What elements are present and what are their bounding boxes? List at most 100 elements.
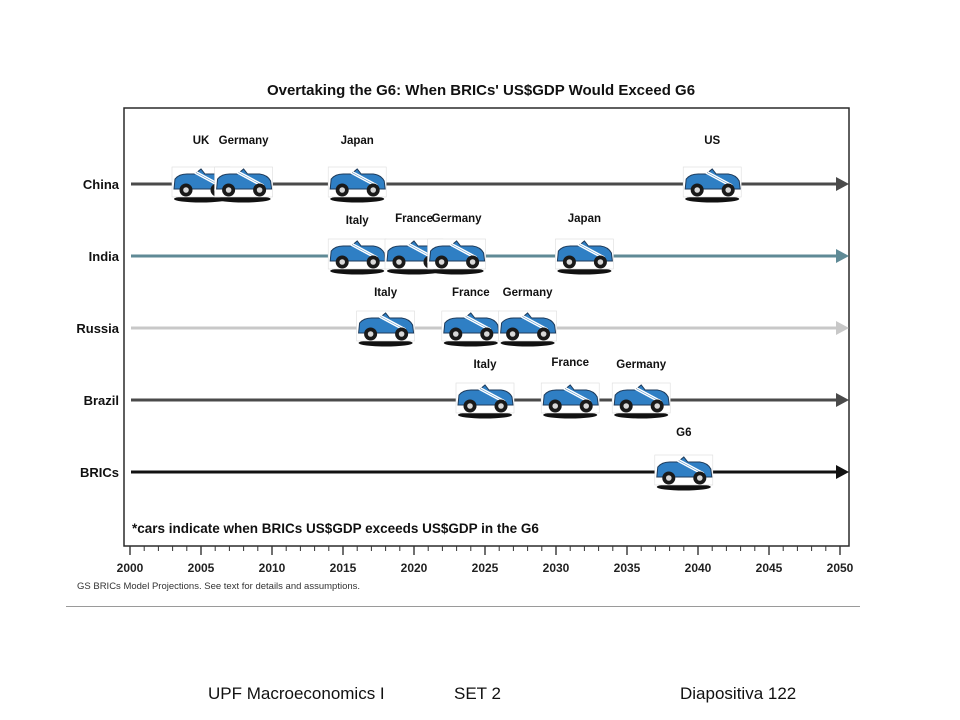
- footer-course: UPF Macroeconomics I: [208, 684, 385, 703]
- car-icon: [498, 310, 557, 347]
- car-stripe: [578, 242, 605, 258]
- x-tick-label: 2010: [259, 561, 286, 575]
- car-hub: [540, 331, 547, 337]
- series-label: China: [83, 177, 120, 192]
- car-hub: [597, 259, 604, 265]
- car-stripe: [677, 458, 705, 474]
- event-label: Germany: [219, 135, 269, 147]
- x-tick-label: 2025: [472, 561, 499, 575]
- event-label: Italy: [346, 215, 370, 227]
- car-stripe: [450, 242, 477, 258]
- car-stripe: [559, 386, 587, 402]
- car-icon: [611, 382, 671, 419]
- car-hub: [694, 187, 700, 193]
- series-label: Brazil: [84, 393, 119, 408]
- car-hub: [583, 403, 589, 409]
- car-hub: [453, 331, 459, 337]
- series-arrowhead: [836, 321, 849, 335]
- event-label: Germany: [616, 359, 666, 371]
- car-stripe: [521, 314, 548, 330]
- event-label: US: [704, 135, 720, 147]
- car-icon: [441, 310, 501, 347]
- series-label: India: [89, 249, 120, 264]
- car-hub: [438, 259, 445, 265]
- car-hub: [339, 259, 345, 265]
- event-label: Japan: [568, 213, 601, 225]
- event-label: France: [551, 357, 589, 369]
- car-hub: [469, 259, 476, 265]
- event-label: France: [452, 287, 490, 299]
- car-stripe: [574, 242, 601, 258]
- event-label: Germany: [503, 287, 553, 299]
- car-hub: [398, 331, 405, 337]
- car-hub: [183, 187, 189, 193]
- car-stripe: [350, 170, 378, 186]
- series-label: BRICs: [80, 465, 119, 480]
- event-label: France: [395, 213, 433, 225]
- series-arrowhead: [836, 393, 849, 407]
- car-stripe: [474, 386, 502, 402]
- car-hub: [484, 331, 490, 337]
- car-stripe: [446, 242, 473, 258]
- car-icon: [427, 238, 486, 275]
- car-hub: [367, 331, 374, 337]
- car-hub: [467, 403, 473, 409]
- series-arrowhead: [836, 177, 849, 191]
- x-tick-label: 2005: [188, 561, 215, 575]
- car-stripe: [346, 170, 374, 186]
- car-stripe: [563, 386, 591, 402]
- x-tick-label: 2045: [756, 561, 783, 575]
- car-icon: [555, 238, 614, 275]
- x-tick-label: 2030: [543, 561, 570, 575]
- chart-source: GS BRICs Model Projections. See text for…: [77, 581, 360, 592]
- car-hub: [654, 403, 660, 409]
- car-hub: [339, 187, 345, 193]
- x-tick-label: 2015: [330, 561, 357, 575]
- car-stripe: [379, 314, 406, 330]
- x-tick-label: 2035: [614, 561, 641, 575]
- car-stripe: [701, 170, 729, 186]
- car-hub: [498, 403, 504, 409]
- car-hub: [566, 259, 573, 265]
- car-stripe: [375, 314, 402, 330]
- series-arrowhead: [836, 465, 849, 479]
- x-tick-label: 2000: [117, 561, 144, 575]
- car-hub: [225, 187, 232, 193]
- car-stripe: [237, 170, 264, 186]
- car-hub: [623, 403, 629, 409]
- car-stripe: [460, 314, 488, 330]
- event-label: Germany: [432, 213, 482, 225]
- series-arrowhead: [836, 249, 849, 263]
- car-stripe: [705, 170, 733, 186]
- car-icon: [682, 166, 742, 203]
- footer-slide-number: Diapositiva 122: [680, 684, 797, 703]
- car-hub: [725, 187, 731, 193]
- car-hub: [370, 259, 376, 265]
- x-tick-label: 2020: [401, 561, 428, 575]
- car-icon: [214, 166, 273, 203]
- car-stripe: [464, 314, 492, 330]
- car-stripe: [233, 170, 260, 186]
- car-hub: [370, 187, 376, 193]
- chart-title: Overtaking the G6: When BRICs' US$GDP Wo…: [267, 82, 695, 99]
- event-label: Japan: [341, 135, 374, 147]
- car-hub: [666, 475, 672, 481]
- event-label: UK: [193, 135, 210, 147]
- car-stripe: [517, 314, 544, 330]
- car-hub: [509, 331, 516, 337]
- chart-note: *cars indicate when BRICs US$GDP exceeds…: [132, 521, 539, 536]
- event-label: Italy: [374, 287, 398, 299]
- footer-divider: [66, 606, 860, 607]
- car-stripe: [403, 242, 431, 258]
- car-stripe: [346, 242, 374, 258]
- car-icon: [356, 310, 415, 347]
- car-hub: [396, 259, 402, 265]
- car-stripe: [634, 386, 662, 402]
- x-tick-label: 2050: [827, 561, 854, 575]
- car-icon: [327, 166, 387, 203]
- car-hub: [697, 475, 703, 481]
- car-stripe: [630, 386, 658, 402]
- car-icon: [455, 382, 515, 419]
- car-icon: [540, 382, 600, 419]
